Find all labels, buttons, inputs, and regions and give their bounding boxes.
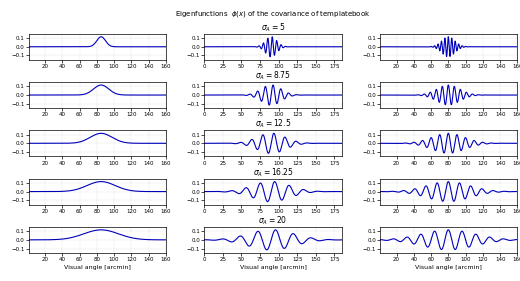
X-axis label: Visual angle [arcmin]: Visual angle [arcmin]: [415, 265, 482, 270]
X-axis label: Visual angle [arcmin]: Visual angle [arcmin]: [64, 265, 131, 270]
Text: Eigenfunctions  $\phi(x)$ of the covariance of templatebook: Eigenfunctions $\phi(x)$ of the covarian…: [175, 9, 371, 19]
Title: $\sigma_A = 20$: $\sigma_A = 20$: [258, 214, 288, 227]
Title: $\sigma_A = 12.5$: $\sigma_A = 12.5$: [255, 118, 291, 130]
Title: $\sigma_A = 5$: $\sigma_A = 5$: [261, 21, 285, 34]
Title: $\sigma_A = 16.25$: $\sigma_A = 16.25$: [253, 166, 293, 178]
X-axis label: Visual angle [arcmin]: Visual angle [arcmin]: [240, 265, 306, 270]
Title: $\sigma_A = 8.75$: $\sigma_A = 8.75$: [255, 69, 291, 82]
